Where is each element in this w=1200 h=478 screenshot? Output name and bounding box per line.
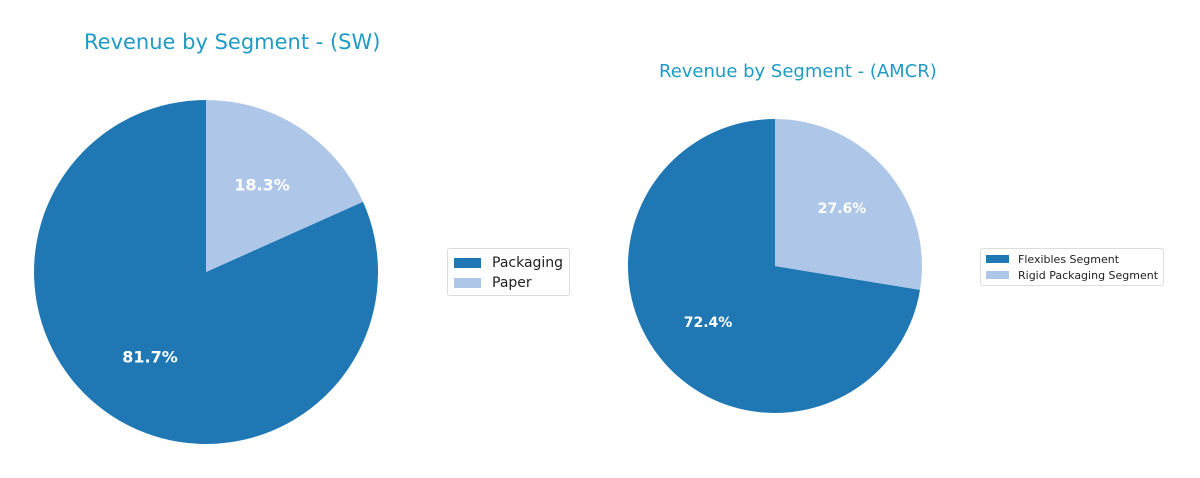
pie-slice-packaging — [34, 100, 379, 444]
legend-swatch-light-blue — [454, 278, 481, 288]
legend-label: Rigid Packaging Segment — [1018, 268, 1159, 282]
legend-label: Packaging — [492, 255, 564, 271]
legend-item-paper: Paper — [454, 273, 563, 293]
legend-sw: Packaging Paper — [447, 248, 571, 296]
legend-item-packaging: Packaging — [454, 253, 563, 273]
pie-label-rigid-packaging: 27.6% — [817, 201, 867, 217]
legend-item-flexibles: Flexibles Segment — [986, 251, 1158, 267]
pie-label-packaging: 81.7% — [122, 347, 178, 367]
pie-slice-flexibles — [627, 118, 920, 413]
legend-label: Flexibles Segment — [1018, 252, 1120, 266]
legend-label: Paper — [492, 275, 532, 291]
legend-swatch-light-blue — [986, 271, 1009, 279]
legend-item-rigid-packaging: Rigid Packaging Segment — [986, 267, 1158, 283]
pie-label-paper: 18.3% — [234, 175, 290, 195]
chart-title-sw: Revenue by Segment - (SW) — [84, 30, 381, 54]
pie-label-flexibles: 72.4% — [683, 315, 733, 331]
legend-swatch-dark-blue — [986, 255, 1009, 263]
pie-slice-paper — [206, 100, 363, 272]
legend-amcr: Flexibles Segment Rigid Packaging Segmen… — [980, 248, 1165, 286]
legend-swatch-dark-blue — [454, 258, 481, 268]
chart-title-amcr: Revenue by Segment - (AMCR) — [659, 61, 937, 82]
pie-slice-rigid-packaging — [775, 119, 922, 290]
